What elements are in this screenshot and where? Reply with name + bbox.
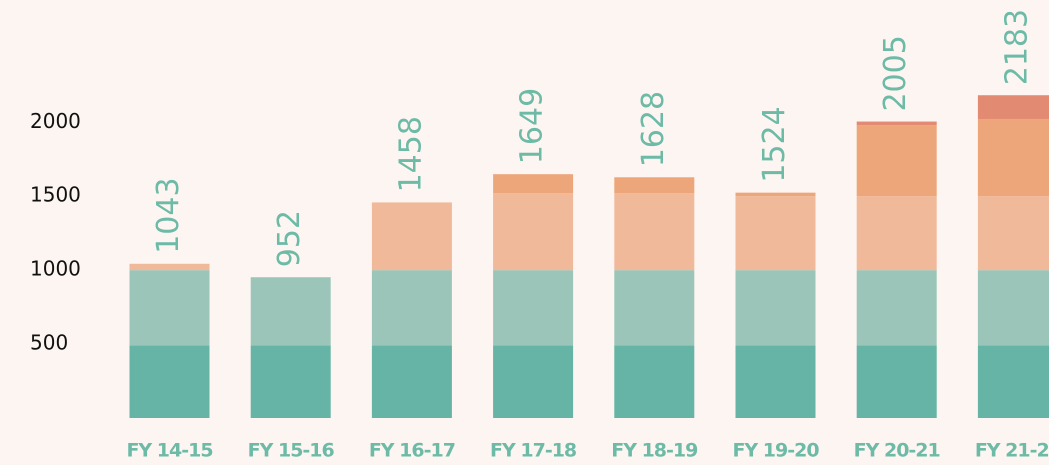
- total-label: 1043: [151, 177, 186, 253]
- x-tick-label: FY 14-15: [126, 440, 212, 462]
- bar-segment: [493, 345, 574, 418]
- total-label: 1649: [515, 88, 550, 164]
- total-label: 1524: [757, 106, 792, 182]
- x-tick-label: FY 20-21: [854, 440, 940, 462]
- x-tick-label: FY 16-17: [369, 440, 455, 462]
- bar-segment: [856, 196, 937, 271]
- bar-segment: [371, 202, 452, 271]
- bar-segment: [614, 177, 695, 194]
- bar-segment: [250, 277, 331, 346]
- bar-segment: [614, 345, 695, 418]
- bar-segment: [493, 270, 574, 346]
- total-label: 2183: [999, 9, 1034, 85]
- x-tick-label: FY 19-20: [732, 440, 819, 462]
- bar-segment: [977, 95, 1049, 120]
- bar-segment: [856, 125, 937, 197]
- bar-segment: [614, 270, 695, 346]
- total-label: 2005: [878, 35, 913, 111]
- x-tick-label: FY 18-19: [611, 440, 697, 462]
- bar-segment: [735, 345, 816, 418]
- total-label: 952: [272, 210, 307, 267]
- y-tick-label: 500: [30, 331, 68, 355]
- bar-segment: [735, 196, 816, 271]
- bar-segment: [856, 270, 937, 346]
- bar-segment: [129, 270, 210, 346]
- x-tick-label: FY 15-16: [248, 440, 335, 462]
- y-tick-label: 2000: [30, 109, 81, 133]
- bar-segment: [977, 119, 1049, 197]
- bar-segment: [735, 270, 816, 346]
- x-tick-label: FY 21-22: [975, 440, 1049, 462]
- bar-segment: [493, 193, 574, 271]
- bar-segment: [493, 174, 574, 194]
- total-label: 1628: [636, 91, 671, 167]
- bar-segment: [371, 270, 452, 346]
- bar-segment: [856, 121, 937, 126]
- bar-segment: [371, 345, 452, 418]
- bar-segment: [250, 345, 331, 418]
- bar-segment: [977, 270, 1049, 346]
- bar-segment: [977, 196, 1049, 271]
- bar-segment: [977, 345, 1049, 418]
- y-tick-label: 1000: [30, 257, 81, 281]
- bar-segment: [614, 193, 695, 271]
- bar-segment: [856, 345, 937, 418]
- y-tick-label: 1500: [30, 183, 81, 207]
- bar-segment: [735, 192, 816, 197]
- x-tick-label: FY 17-18: [490, 440, 577, 462]
- total-label: 1458: [393, 116, 428, 192]
- bar-segment: [129, 345, 210, 418]
- bar-segment: [129, 263, 210, 271]
